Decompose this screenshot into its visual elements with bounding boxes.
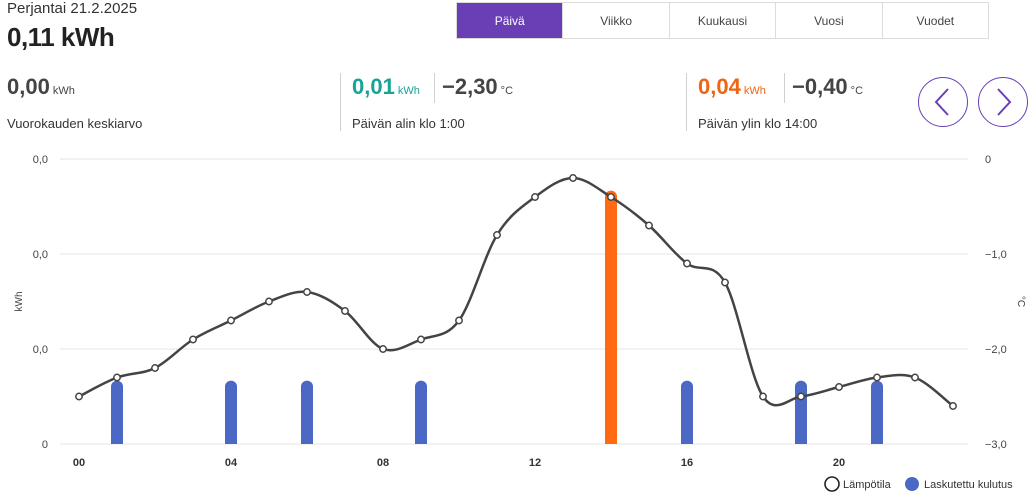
legend-consumption-label: Laskutettu kulutus	[924, 479, 1013, 491]
chevron-left-icon	[934, 88, 949, 116]
left-axis-label: kWh	[14, 292, 25, 312]
chart-svg: 0,0 0 0,0 −1,0 0,0 −2,0 0 −3,0 kWh °C 00 04 08 12 16 20…	[14, 154, 1026, 492]
legend-temperature-label: Lämpötila	[843, 479, 892, 491]
consumption-bar	[225, 380, 237, 444]
average-caption: Vuorokauden keskiarvo	[7, 116, 143, 131]
max-value: 0,04	[698, 74, 741, 99]
temperature-point	[341, 307, 349, 315]
max-temp-value: −0,40	[792, 74, 848, 99]
tab-week[interactable]: Viikko	[562, 3, 668, 38]
stat-min: 0,01 kWh Päivän alin klo 1:00	[352, 74, 465, 131]
temperature-line	[78, 176, 954, 407]
average-unit: kWh	[52, 85, 75, 97]
left-tick-label: 0	[42, 439, 48, 451]
divider	[686, 73, 687, 131]
temperature-point	[797, 392, 805, 401]
bar-base	[111, 436, 123, 444]
right-tick-label: 0	[985, 154, 991, 166]
temperature-point	[531, 193, 539, 201]
date-label: Perjantai 21.2.2025	[7, 0, 138, 17]
x-tick-label: 16	[681, 457, 693, 469]
temperature-point	[113, 373, 121, 382]
right-axis-label: °C	[1015, 296, 1026, 307]
temperature-point	[493, 231, 501, 239]
temperature-point	[151, 364, 159, 372]
temperature-point	[303, 288, 311, 296]
min-temp-value: −2,30	[442, 74, 498, 99]
stat-average: 0,00 kWh Vuorokauden keskiarvo	[7, 74, 142, 131]
daily-total: 0,11 kWh	[7, 22, 115, 52]
x-tick-label: 00	[73, 457, 85, 469]
temperature-point	[455, 316, 463, 325]
stat-max: 0,04 kWh Päivän ylin klo 14:00	[698, 74, 817, 131]
prev-day-button[interactable]	[918, 77, 968, 127]
temperature-point	[835, 383, 843, 391]
bar-base	[301, 436, 313, 444]
peak-bar	[605, 190, 617, 444]
left-tick-label: 0,0	[33, 154, 48, 166]
next-day-button[interactable]	[978, 77, 1028, 127]
temperature-point	[607, 193, 615, 201]
consumption-bar	[415, 380, 427, 444]
min-caption: Päivän alin klo 1:00	[352, 116, 465, 131]
max-temp-unit: °C	[850, 85, 864, 97]
period-tabs: Päivä Viikko Kuukausi Vuosi Vuodet	[456, 2, 989, 39]
tab-day[interactable]: Päivä	[457, 3, 563, 38]
left-tick-label: 0,0	[33, 249, 48, 261]
bar-base	[225, 436, 237, 444]
consumption-bar	[681, 380, 693, 444]
left-tick-label: 0,0	[33, 344, 48, 356]
x-tick-label: 12	[529, 457, 541, 469]
temperature-point	[417, 335, 425, 344]
legend-consumption-swatch	[905, 477, 919, 491]
x-tick-label: 20	[833, 457, 845, 469]
legend-temperature-swatch	[824, 476, 840, 492]
stat-max-temp: −0,40 °C	[792, 74, 863, 100]
temperature-point	[721, 278, 729, 287]
consumption-bar	[795, 380, 807, 444]
bar-base	[415, 436, 427, 444]
temperature-point	[759, 392, 767, 401]
x-tick-label: 08	[377, 457, 389, 469]
divider	[784, 73, 785, 103]
bar-base	[795, 436, 807, 444]
tab-years[interactable]: Vuodet	[881, 3, 988, 38]
right-tick-label: −2,0	[985, 344, 1007, 356]
divider	[340, 73, 341, 131]
temperature-point	[227, 316, 235, 325]
consumption-bar	[111, 380, 123, 444]
average-value: 0,00	[7, 74, 50, 99]
min-temp-unit: °C	[500, 85, 514, 97]
temperature-point	[189, 335, 197, 344]
tab-year[interactable]: Vuosi	[775, 3, 881, 38]
temperature-point	[569, 174, 577, 182]
temperature-point	[949, 402, 957, 410]
temperature-point	[873, 373, 881, 382]
min-unit: kWh	[397, 85, 420, 97]
bar-base	[681, 436, 693, 444]
min-value: 0,01	[352, 74, 395, 99]
tab-month[interactable]: Kuukausi	[668, 3, 775, 38]
consumption-chart: 0,0 0 0,0 −1,0 0,0 −2,0 0 −3,0 kWh °C 00 04 08 12 16 20…	[0, 145, 1030, 494]
chevron-right-icon	[997, 88, 1012, 116]
temperature-point	[911, 373, 919, 382]
temperature-point	[75, 392, 83, 401]
right-tick-label: −3,0	[985, 439, 1007, 451]
temperature-point	[645, 221, 653, 230]
divider	[434, 73, 435, 103]
temperature-point	[265, 297, 273, 306]
max-caption: Päivän ylin klo 14:00	[698, 116, 818, 131]
right-tick-label: −1,0	[985, 249, 1007, 261]
temperature-point	[379, 345, 387, 353]
bar-base	[605, 436, 617, 444]
max-unit: kWh	[743, 85, 766, 97]
stat-min-temp: −2,30 °C	[442, 74, 513, 100]
x-tick-label: 04	[225, 457, 238, 469]
consumption-bar	[871, 380, 883, 444]
bar-base	[871, 436, 883, 444]
consumption-bar	[301, 380, 313, 444]
temperature-point	[683, 259, 691, 268]
